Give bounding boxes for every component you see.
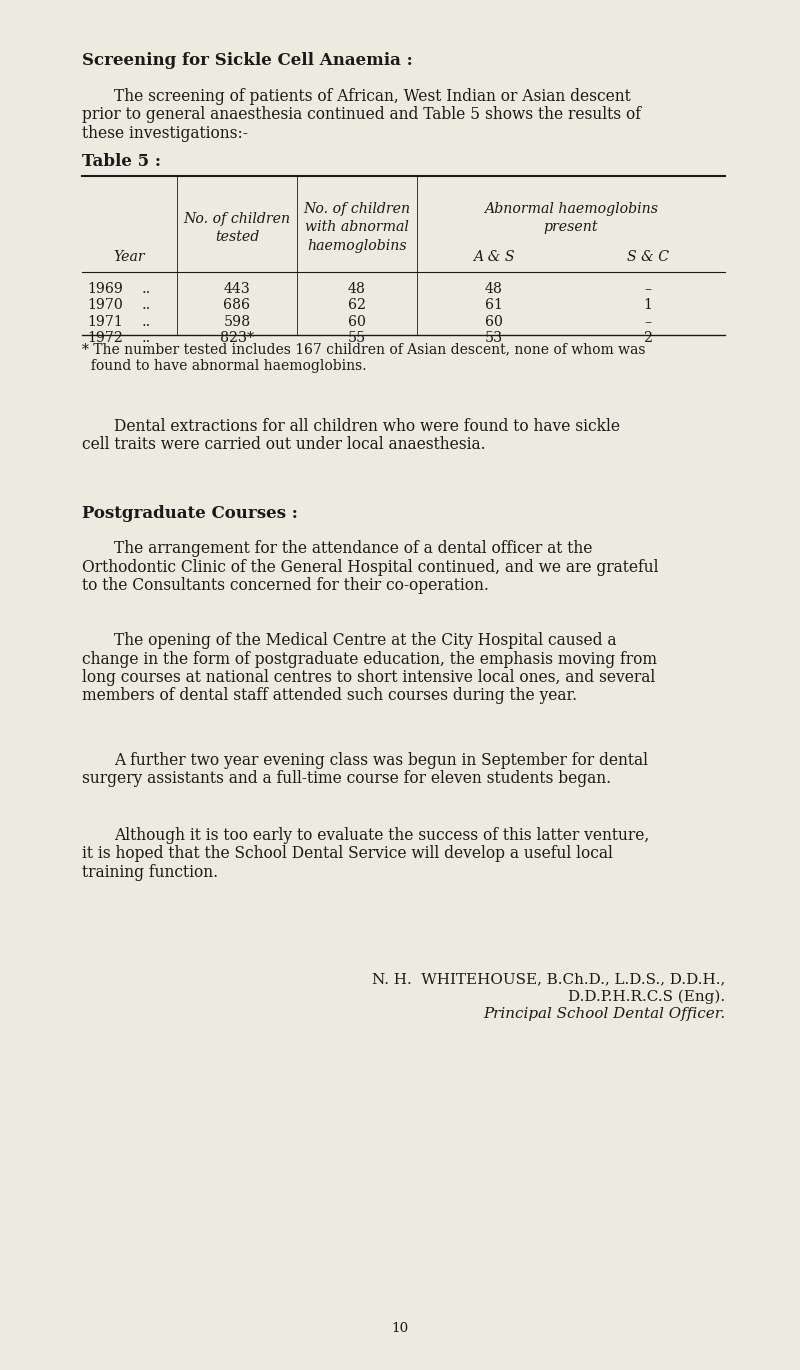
Text: 598: 598 xyxy=(223,315,250,329)
Text: –: – xyxy=(645,282,651,296)
Text: D.D.P.H.R.C.S (Eng).: D.D.P.H.R.C.S (Eng). xyxy=(568,989,725,1004)
Text: A & S: A & S xyxy=(474,249,514,264)
Text: members of dental staff attended such courses during the year.: members of dental staff attended such co… xyxy=(82,688,577,704)
Text: ..: .. xyxy=(142,299,151,312)
Text: 686: 686 xyxy=(223,299,250,312)
Text: 10: 10 xyxy=(391,1322,409,1334)
Text: The opening of the Medical Centre at the City Hospital caused a: The opening of the Medical Centre at the… xyxy=(114,632,617,649)
Text: it is hoped that the School Dental Service will develop a useful local: it is hoped that the School Dental Servi… xyxy=(82,845,613,863)
Text: 1969: 1969 xyxy=(87,282,123,296)
Text: 60: 60 xyxy=(485,315,503,329)
Text: Dental extractions for all children who were found to have sickle: Dental extractions for all children who … xyxy=(114,418,620,436)
Text: The arrangement for the attendance of a dental officer at the: The arrangement for the attendance of a … xyxy=(114,540,592,558)
Text: 48: 48 xyxy=(348,282,366,296)
Text: these investigations:-: these investigations:- xyxy=(82,125,248,142)
Text: Screening for Sickle Cell Anaemia :: Screening for Sickle Cell Anaemia : xyxy=(82,52,413,68)
Text: No. of children
tested: No. of children tested xyxy=(183,212,290,244)
Text: Postgraduate Courses :: Postgraduate Courses : xyxy=(82,506,298,522)
Text: cell traits were carried out under local anaesthesia.: cell traits were carried out under local… xyxy=(82,437,486,453)
Text: long courses at national centres to short intensive local ones, and several: long courses at national centres to shor… xyxy=(82,669,655,686)
Text: No. of children
with abnormal
haemoglobins: No. of children with abnormal haemoglobi… xyxy=(303,201,410,253)
Text: training function.: training function. xyxy=(82,864,218,881)
Text: 53: 53 xyxy=(485,332,503,345)
Text: to the Consultants concerned for their co-operation.: to the Consultants concerned for their c… xyxy=(82,577,489,595)
Text: Although it is too early to evaluate the success of this latter venture,: Although it is too early to evaluate the… xyxy=(114,827,650,844)
Text: 1972: 1972 xyxy=(87,332,123,345)
Text: * The number tested includes 167 children of Asian descent, none of whom was: * The number tested includes 167 childre… xyxy=(82,342,646,356)
Text: 61: 61 xyxy=(485,299,503,312)
Text: 2: 2 xyxy=(643,332,653,345)
Text: 823*: 823* xyxy=(220,332,254,345)
Text: surgery assistants and a full-time course for eleven students began.: surgery assistants and a full-time cours… xyxy=(82,770,611,788)
Text: 60: 60 xyxy=(348,315,366,329)
Text: 55: 55 xyxy=(348,332,366,345)
Text: 1: 1 xyxy=(643,299,653,312)
Text: Table 5 :: Table 5 : xyxy=(82,153,161,170)
Text: The screening of patients of African, West Indian or Asian descent: The screening of patients of African, We… xyxy=(114,88,630,105)
Text: Orthodontic Clinic of the General Hospital continued, and we are grateful: Orthodontic Clinic of the General Hospit… xyxy=(82,559,658,575)
Text: Abnormal haemoglobins
present: Abnormal haemoglobins present xyxy=(484,201,658,234)
Text: found to have abnormal haemoglobins.: found to have abnormal haemoglobins. xyxy=(82,359,366,373)
Text: 62: 62 xyxy=(348,299,366,312)
Text: Principal School Dental Officer.: Principal School Dental Officer. xyxy=(483,1007,725,1021)
Text: S & C: S & C xyxy=(627,249,669,264)
Text: ..: .. xyxy=(142,332,151,345)
Text: A further two year evening class was begun in September for dental: A further two year evening class was beg… xyxy=(114,752,648,769)
Text: ..: .. xyxy=(142,282,151,296)
Text: 48: 48 xyxy=(485,282,503,296)
Text: change in the form of postgraduate education, the emphasis moving from: change in the form of postgraduate educa… xyxy=(82,651,657,667)
Text: ..: .. xyxy=(142,315,151,329)
Text: 1971: 1971 xyxy=(87,315,122,329)
Text: N. H.  WHITEHOUSE, B.Ch.D., L.D.S., D.D.H.,: N. H. WHITEHOUSE, B.Ch.D., L.D.S., D.D.H… xyxy=(372,971,725,986)
Text: –: – xyxy=(645,315,651,329)
Text: 443: 443 xyxy=(224,282,250,296)
Text: Year: Year xyxy=(114,249,146,264)
Text: 1970: 1970 xyxy=(87,299,123,312)
Text: prior to general anaesthesia continued and Table 5 shows the results of: prior to general anaesthesia continued a… xyxy=(82,107,641,123)
